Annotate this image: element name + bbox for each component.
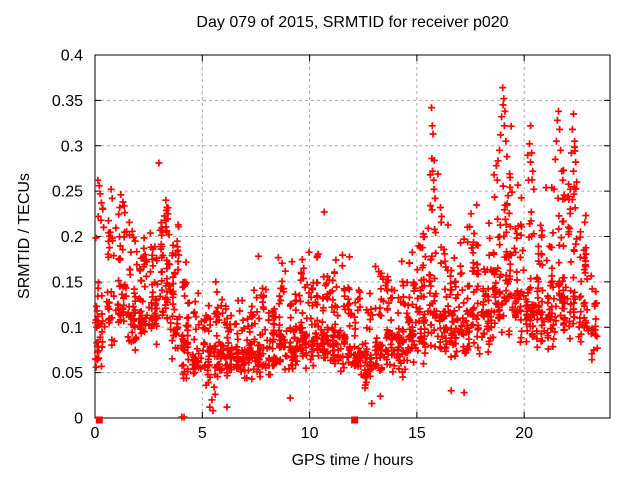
y-tick-label: 0.15 xyxy=(52,274,83,291)
x-tick-label: 15 xyxy=(408,425,426,442)
x-tick-label: 5 xyxy=(198,425,207,442)
y-tick-label: 0.2 xyxy=(61,229,83,246)
x-tick-label: 10 xyxy=(301,425,319,442)
chart-title: Day 079 of 2015, SRMTID for receiver p02… xyxy=(196,14,509,31)
x-tick-label: 20 xyxy=(515,425,533,442)
y-tick-label: 0 xyxy=(74,411,83,428)
zero-square-marker xyxy=(95,416,103,424)
tick-labels: 0 5 10 15 20 0 0.05 0.1 0.15 0.2 0.25 0.3 0.35 0.4 xyxy=(52,48,533,443)
y-tick-label: 0.1 xyxy=(61,320,83,337)
y-tick-label: 0.05 xyxy=(52,365,83,382)
zero-square-marker xyxy=(351,416,359,424)
x-tick-label: 0 xyxy=(91,425,100,442)
y-tick-label: 0.25 xyxy=(52,184,83,201)
y-tick-label: 0.3 xyxy=(61,138,83,155)
x-axis-label: GPS time / hours xyxy=(291,452,414,469)
y-tick-label: 0.4 xyxy=(61,48,83,65)
scatter-points xyxy=(91,84,601,421)
y-tick-label: 0.35 xyxy=(52,93,83,110)
